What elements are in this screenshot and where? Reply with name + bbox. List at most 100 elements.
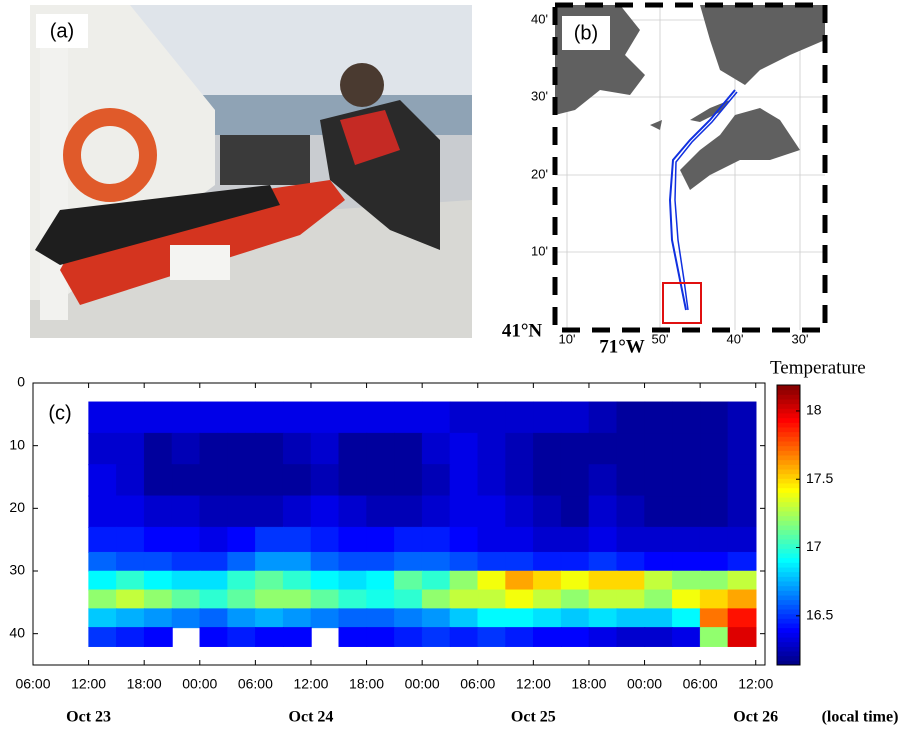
- x-tick-label: 00:00: [182, 676, 217, 692]
- heat-cell: [88, 432, 118, 466]
- date-label: Oct 24: [289, 709, 334, 726]
- heat-cell: [199, 495, 229, 528]
- heat-cell: [282, 589, 312, 610]
- heat-cell: [227, 495, 257, 528]
- heat-cell: [282, 570, 312, 591]
- heat-cell: [477, 464, 507, 497]
- heat-cell: [227, 570, 257, 591]
- heat-cell: [282, 551, 312, 572]
- heat-cell: [699, 608, 729, 629]
- heat-cell: [727, 570, 757, 591]
- colorbar-step: [777, 595, 800, 601]
- colorbar-step: [777, 571, 800, 577]
- heat-cell: [449, 570, 479, 591]
- heat-cell: [699, 432, 729, 466]
- heat-cell: [143, 432, 173, 466]
- colorbar-step: [777, 525, 800, 531]
- heat-cell: [338, 432, 368, 466]
- heat-cell: [505, 401, 535, 434]
- heat-cell: [727, 401, 757, 434]
- colorbar-step: [777, 399, 800, 405]
- colorbar-step: [777, 403, 800, 409]
- heat-cell: [338, 589, 368, 610]
- heat-cell: [644, 551, 674, 572]
- heat-cell: [449, 432, 479, 466]
- heat-cell: [533, 495, 562, 528]
- heat-cell: [672, 551, 701, 572]
- photo: [30, 5, 472, 338]
- heat-cell: [338, 551, 368, 572]
- heat-cell: [143, 526, 173, 553]
- colorbar-step: [777, 590, 800, 596]
- heat-cell: [421, 551, 451, 572]
- heat-cell: [449, 526, 479, 553]
- heat-cell: [88, 570, 118, 591]
- heat-cell: [421, 432, 451, 466]
- heat-cell: [143, 464, 173, 497]
- heat-cell: [533, 526, 562, 553]
- heat-cell: [310, 570, 340, 591]
- heat-cell: [394, 589, 423, 610]
- heat-cell: [421, 570, 451, 591]
- colorbar-step: [777, 394, 800, 400]
- heat-cell: [143, 627, 173, 647]
- colorbar-step: [777, 417, 800, 423]
- y-tick-label: 20: [9, 499, 25, 515]
- heat-cell: [449, 495, 479, 528]
- colorbar-step: [777, 497, 800, 503]
- heat-cell: [282, 464, 312, 497]
- colorbar-step: [777, 511, 800, 517]
- colorbar-step: [777, 609, 800, 615]
- heat-cell: [616, 401, 646, 434]
- colorbar-step: [777, 651, 800, 657]
- heat-cell: [644, 608, 674, 629]
- heat-cell: [477, 570, 507, 591]
- heat-cell: [477, 432, 507, 466]
- heat-cell: [727, 526, 757, 553]
- heat-cell: [394, 570, 423, 591]
- heat-cell: [560, 589, 590, 610]
- heat-cell: [477, 551, 507, 572]
- heat-cell: [366, 526, 396, 553]
- heat-cell: [449, 401, 479, 434]
- heat-cell: [533, 608, 562, 629]
- heat-cell: [116, 526, 145, 553]
- heat-cell: [644, 464, 674, 497]
- heat-cell: [699, 401, 729, 434]
- heat-cell: [366, 432, 396, 466]
- heat-cell: [227, 627, 257, 647]
- heat-cell: [88, 401, 118, 434]
- heat-cell: [116, 608, 145, 629]
- colorbar-step: [777, 469, 800, 475]
- heat-cell: [310, 495, 340, 528]
- heat-cell: [143, 608, 173, 629]
- label-box: [36, 14, 88, 48]
- heat-cell: [88, 526, 118, 553]
- heat-cell: [116, 432, 145, 466]
- heat-cell: [394, 526, 423, 553]
- heat-cell: [699, 589, 729, 610]
- heat-cell: [88, 627, 118, 647]
- heat-cell: [338, 464, 368, 497]
- heat-cell: [227, 526, 257, 553]
- colorbar-step: [777, 455, 800, 461]
- colorbar-step: [777, 441, 800, 447]
- heat-cell: [338, 495, 368, 528]
- heat-cell: [672, 627, 701, 647]
- heat-cell: [588, 627, 618, 647]
- colorbar-step: [777, 543, 800, 549]
- heat-cell: [171, 551, 201, 572]
- lat-tick-label: 10': [531, 243, 548, 258]
- heat-cell: [533, 401, 562, 434]
- heat-cell: [699, 495, 729, 528]
- colorbar-step: [777, 581, 800, 587]
- heat-cell: [672, 570, 701, 591]
- heat-cell: [282, 526, 312, 553]
- colorbar-step: [777, 553, 800, 559]
- heat-cell: [255, 464, 284, 497]
- y-tick-label: 40: [9, 624, 25, 640]
- colorbar-step: [777, 515, 800, 521]
- heat-cell: [699, 627, 729, 647]
